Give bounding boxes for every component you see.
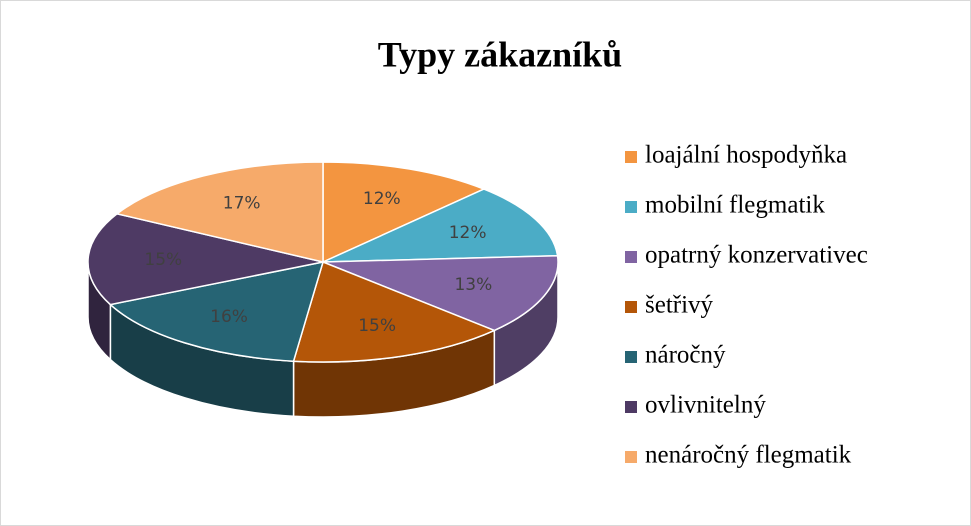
pie-slice <box>322 254 559 332</box>
legend-swatch <box>625 351 637 363</box>
legend-swatch <box>625 151 637 163</box>
pie-slice <box>322 188 559 263</box>
legend-label: ovlivnitelný <box>645 392 766 419</box>
pie-slice <box>115 161 324 263</box>
legend-swatch <box>625 201 637 213</box>
legend-label: loajální hospodyňka <box>645 142 847 169</box>
data-label: 16% <box>210 307 248 327</box>
legend-label: šetřivý <box>645 292 714 319</box>
legend-label: opatrný konzervativec <box>645 242 868 269</box>
data-label: 15% <box>358 316 396 336</box>
chart-title: Typy zákazníků <box>378 34 622 74</box>
legend-label: náročný <box>645 342 726 369</box>
legend-swatch <box>625 401 637 413</box>
data-label: 17% <box>223 193 261 213</box>
data-label: 12% <box>363 189 401 209</box>
pie-slice <box>108 261 325 362</box>
pie-slice <box>322 161 486 264</box>
data-label: 12% <box>449 223 487 243</box>
data-label: 15% <box>144 250 182 270</box>
legend-label: nenáročný flegmatik <box>645 442 852 469</box>
legend-swatch <box>625 451 637 463</box>
legend-swatch <box>625 301 637 313</box>
data-label: 13% <box>454 275 492 295</box>
legend-swatch <box>625 251 637 263</box>
pie-slice <box>292 260 497 363</box>
legend-label: mobilní flegmatik <box>645 192 825 219</box>
pie-slice <box>87 213 324 306</box>
